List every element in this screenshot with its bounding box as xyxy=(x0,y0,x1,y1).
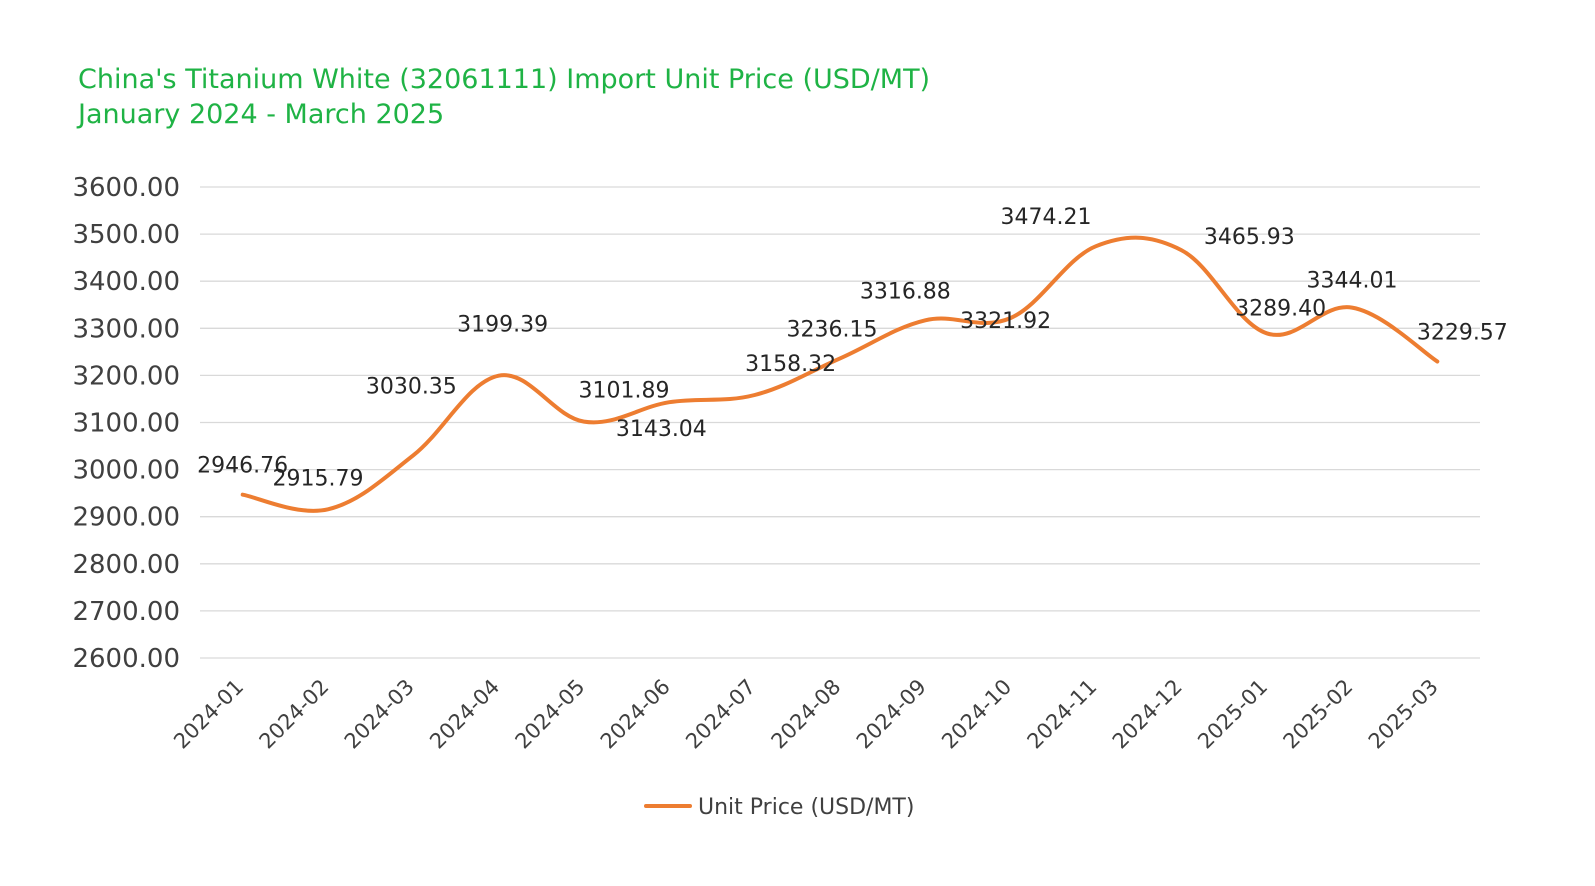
gridlines xyxy=(200,186,1480,659)
y-tick-label: 3400.00 xyxy=(72,267,180,297)
data-label: 3236.15 xyxy=(787,317,878,342)
data-label: 3316.88 xyxy=(860,279,951,304)
y-tick-label: 3100.00 xyxy=(72,409,180,439)
chart-title-line-1: China's Titanium White (32061111) Import… xyxy=(78,64,931,95)
y-tick-label: 3600.00 xyxy=(72,173,180,203)
x-tick-label: 2024-03 xyxy=(340,675,419,754)
x-tick-label: 2024-06 xyxy=(596,675,675,754)
legend: Unit Price (USD/MT) xyxy=(644,795,914,820)
x-tick-label: 2025-03 xyxy=(1364,675,1443,754)
data-label: 3289.40 xyxy=(1235,296,1326,321)
y-tick-label: 3300.00 xyxy=(72,314,180,344)
y-tick-label: 3000.00 xyxy=(72,456,180,486)
y-tick-label: 2700.00 xyxy=(72,597,180,627)
series-layer xyxy=(240,235,1440,513)
x-tick-label: 2025-02 xyxy=(1279,675,1358,754)
data-label: 3321.92 xyxy=(960,309,1051,334)
data-label: 3158.32 xyxy=(745,352,836,377)
chart-title-line-2: January 2024 - March 2025 xyxy=(78,99,445,130)
x-axis: 2024-01 2024-02 2024-03 2024-04 2024-05 2024-… xyxy=(169,675,1443,754)
data-label: 3344.01 xyxy=(1307,269,1398,294)
series-line-unit-price xyxy=(240,235,1440,513)
x-tick-label: 2024-04 xyxy=(425,675,504,754)
x-tick-label: 2024-10 xyxy=(937,675,1016,754)
x-tick-label: 2024-01 xyxy=(169,675,248,754)
chart-title: China's Titanium White (32061111) Import… xyxy=(78,62,930,132)
data-label: 2915.79 xyxy=(273,466,364,491)
y-tick-label: 3200.00 xyxy=(72,361,180,391)
x-tick-label: 2024-05 xyxy=(511,675,590,754)
legend-label-unit-price: Unit Price (USD/MT) xyxy=(698,795,914,820)
data-label: 3143.04 xyxy=(616,417,707,442)
data-label: 3474.21 xyxy=(1001,205,1092,230)
x-tick-label: 2024-02 xyxy=(255,675,334,754)
data-label: 3465.93 xyxy=(1204,225,1295,250)
data-label: 2946.76 xyxy=(197,454,288,479)
x-tick-label: 2024-08 xyxy=(767,675,846,754)
data-label: 3101.89 xyxy=(579,379,670,404)
x-tick-label: 2024-09 xyxy=(852,675,931,754)
y-tick-label: 3500.00 xyxy=(72,220,180,250)
x-tick-label: 2025-01 xyxy=(1193,675,1272,754)
data-label: 3199.39 xyxy=(457,313,548,338)
y-tick-label: 2600.00 xyxy=(72,644,180,674)
x-tick-label: 2024-11 xyxy=(1023,675,1102,754)
y-axis: 2600.00 2700.00 2800.00 2900.00 3000.00 3100.… xyxy=(72,173,180,674)
y-tick-label: 2900.00 xyxy=(72,503,180,533)
data-label: 3229.57 xyxy=(1417,320,1508,345)
y-tick-label: 2800.00 xyxy=(72,550,180,580)
x-tick-label: 2024-07 xyxy=(681,675,760,754)
x-tick-label: 2024-12 xyxy=(1108,675,1187,754)
data-label: 3030.35 xyxy=(366,374,457,399)
